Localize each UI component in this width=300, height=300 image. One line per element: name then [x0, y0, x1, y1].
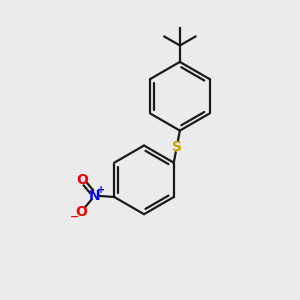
Text: +: +	[97, 185, 105, 195]
Text: S: S	[172, 140, 182, 154]
Text: N: N	[89, 188, 101, 203]
Text: −: −	[70, 212, 80, 222]
Text: O: O	[76, 205, 87, 219]
Text: O: O	[76, 173, 88, 187]
